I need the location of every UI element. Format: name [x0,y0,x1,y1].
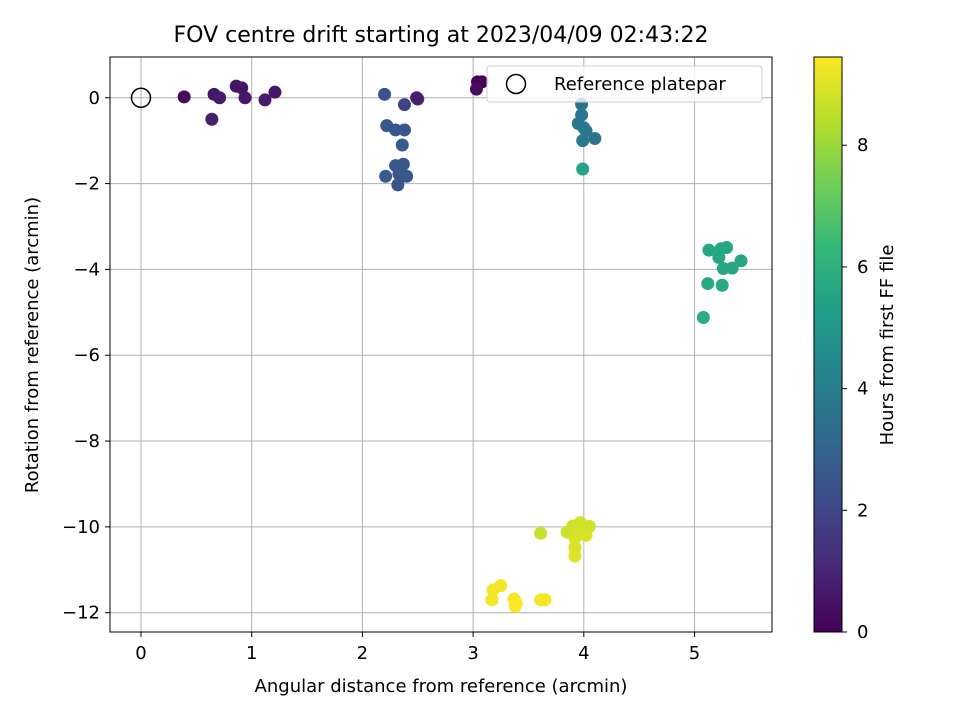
data-point [579,124,593,138]
colorbar-ticks: 0 2 4 6 8 [842,135,868,643]
data-point [534,526,548,540]
data-point [508,599,522,613]
grid [110,57,772,632]
data-point [494,579,508,593]
data-point [715,278,729,292]
data-point [469,82,483,96]
colorbar [813,56,843,633]
x-tick-label: 1 [246,643,257,664]
data-point [588,132,602,146]
data-point [701,277,715,291]
data-point [391,178,405,192]
data-point [576,134,590,148]
data-point [485,593,499,607]
colorbar-tick-label: 6 [857,257,868,278]
legend-box [486,65,763,103]
data-point [258,93,272,107]
x-tick-label: 4 [578,643,589,664]
data-point [268,85,282,99]
colorbar-tick-label: 2 [857,500,868,521]
data-point [397,123,411,137]
data-point [238,91,252,105]
y-tick-label: −6 [73,345,100,366]
y-tick-label: 0 [89,88,100,109]
data-point [568,549,582,563]
x-tick-label: 3 [467,643,478,664]
colorbar-tick-label: 4 [857,379,868,400]
data-point [379,169,393,183]
data-point [397,98,411,112]
legend-label: Reference platepar [554,74,726,95]
data-point [410,91,424,105]
colorbar-label: Hours from first FF file [877,245,898,446]
data-point [396,157,410,171]
axis-ticks: 0 1 2 3 4 5 0 −2 −4 −6 −8 −10 −12 [62,88,700,664]
x-tick-label: 2 [357,643,368,664]
legend-open-circle-icon [505,73,527,95]
x-tick-label: 5 [689,643,700,664]
reference-marker [130,87,152,109]
y-tick-label: −10 [62,517,100,538]
y-tick-label: −4 [73,259,100,280]
data-point [400,169,414,183]
data-point [235,81,249,95]
data-point [579,528,593,542]
data-point [395,138,409,152]
colorbar-tick-label: 0 [857,622,868,643]
data-point [696,310,710,324]
legend: Reference platepar [486,65,763,103]
chart-title: FOV centre drift starting at 2023/04/09 … [174,23,709,48]
reference-point [130,87,152,109]
plot-frame [109,56,773,633]
data-point [725,261,739,275]
y-axis-label: Rotation from reference (arcmin) [22,197,43,493]
x-axis-label: Angular distance from reference (arcmin) [255,676,628,697]
y-tick-label: −12 [62,603,100,624]
data-point [205,112,219,126]
data-point [177,90,191,104]
x-tick-label: 0 [135,643,146,664]
data-point [734,254,748,268]
data-point [720,241,734,255]
data-point [702,243,716,257]
data-point [378,87,392,101]
colorbar-tick-label: 8 [857,135,868,156]
data-point [576,162,590,176]
data-point [213,91,227,105]
data-point [538,593,552,607]
y-tick-label: −2 [73,174,100,195]
data-point [568,531,582,545]
y-tick-label: −8 [73,431,100,452]
data-points [177,75,748,613]
